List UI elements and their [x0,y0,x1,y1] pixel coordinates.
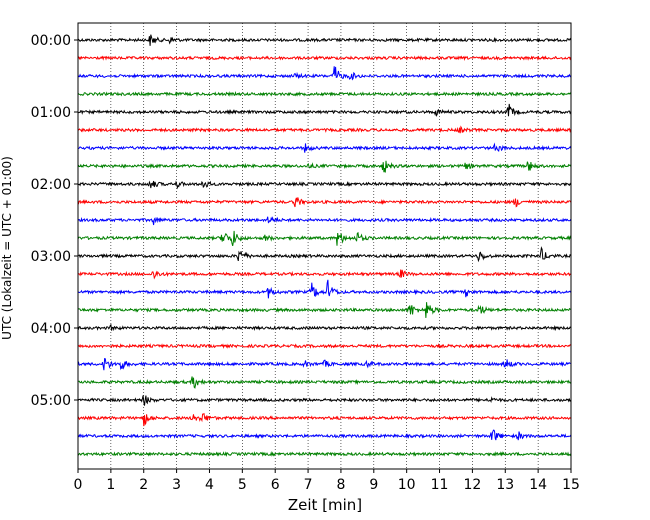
seismogram-trace-0230 [77,216,572,226]
y-axis-label: UTC (Lokalzeit = UTC + 01:00) [0,156,14,340]
y-tick-label: 01:00 [31,105,71,121]
vertical-grid [110,23,539,469]
x-tick-label: 11 [431,477,449,493]
y-tick-label: 05:00 [31,393,71,409]
seismogram-trace-0415 [77,343,572,349]
x-tick-label: 15 [562,477,580,493]
seismogram-trace-0100 [77,103,572,117]
x-tick-label: 5 [238,477,247,493]
seismogram-trace-0500 [77,395,572,406]
plot-frame [77,22,572,470]
seismogram-trace-0030 [77,66,572,81]
seismogram-trace-0345 [77,302,571,318]
x-tick-label: 2 [139,477,148,493]
x-axis-label: Zeit [min] [288,496,362,514]
x-tick-label: 1 [106,477,115,493]
y-tick-label: 00:00 [31,33,71,49]
seismogram-trace-0145 [77,160,572,173]
seismogram-trace-0200 [77,180,572,190]
x-tick-label: 0 [74,477,83,493]
x-tick-label: 6 [271,477,280,493]
seismogram-trace-0530 [77,429,572,441]
seismogram-trace-0300 [77,246,572,263]
x-tick-label: 7 [304,477,313,493]
seismogram-trace-0430 [77,357,571,371]
seismogram-trace-0245 [77,230,572,247]
x-tick-label: 14 [529,477,547,493]
x-tick-label: 12 [463,477,481,493]
x-tick-label: 13 [496,477,514,493]
seismogram-trace-0515 [77,412,572,427]
x-axis-ticks: 0 1 2 3 4 5 6 7 8 9 10 11 12 13 14 15 [74,469,580,493]
x-tick-label: 4 [205,477,214,493]
x-tick-label: 9 [369,477,378,493]
seismogram-trace-0045 [77,91,572,98]
x-tick-label: 10 [398,477,416,493]
seismogram-trace-0000 [77,34,572,46]
y-axis-ticks: 00:00 01:00 02:00 03:00 04:00 05:00 [31,33,78,409]
seismogram-trace-0315 [77,269,572,280]
seismogram-trace-0445 [77,376,572,389]
seismogram-trace-0330 [77,279,572,299]
seismogram-trace-0215 [77,197,572,208]
seismogram-trace-0115 [77,125,572,134]
x-tick-label: 3 [172,477,181,493]
x-tick-label: 8 [336,477,345,493]
seismogram-trace-0130 [77,142,572,153]
y-tick-label: 03:00 [31,249,71,265]
seismogram-trace-0545 [77,451,572,457]
seismogram-trace-0400 [77,323,572,332]
y-tick-label: 04:00 [31,321,71,337]
y-tick-label: 02:00 [31,177,71,193]
trace-group [77,34,572,457]
seismogram-trace-0015 [77,55,572,61]
